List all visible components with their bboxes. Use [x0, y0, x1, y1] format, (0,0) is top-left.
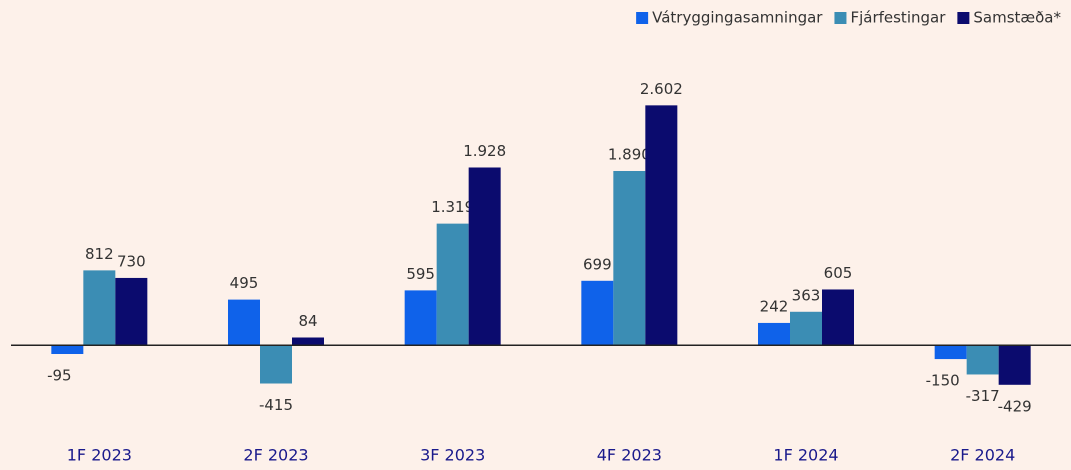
data-label: -415 [259, 396, 293, 414]
data-label: 2.602 [640, 80, 683, 98]
data-label: 730 [117, 252, 146, 270]
bar [115, 277, 148, 346]
bar [51, 345, 84, 355]
data-label: -317 [966, 387, 1000, 405]
bar [83, 270, 116, 346]
legend-swatch [957, 12, 970, 24]
legend-swatch [636, 12, 649, 24]
x-tick-label: 1F 2023 [67, 446, 132, 465]
legend-label: Samstæða* [973, 9, 1061, 27]
data-label: 605 [824, 264, 853, 282]
legend-label: Fjárfestingar [850, 9, 946, 27]
bar [934, 345, 967, 360]
bar [966, 345, 999, 375]
bar [292, 337, 324, 346]
bar [790, 311, 822, 346]
data-label: 812 [85, 245, 114, 263]
x-tick-label: 4F 2023 [597, 446, 662, 465]
x-tick-label: 2F 2023 [243, 446, 308, 465]
bar [613, 170, 646, 346]
data-label: 242 [760, 297, 789, 315]
data-label: 495 [230, 274, 259, 292]
bar [998, 345, 1031, 385]
data-label: -95 [47, 367, 72, 385]
data-label: 363 [792, 286, 821, 304]
x-tick-label: 3F 2023 [420, 446, 485, 465]
data-label: -150 [926, 372, 960, 390]
bar [758, 322, 790, 346]
x-tick-label: 1F 2024 [773, 446, 838, 465]
data-label: 1.319 [431, 198, 474, 216]
data-label: -429 [998, 397, 1032, 415]
data-label: 84 [298, 312, 317, 330]
bar [645, 105, 678, 346]
x-tick-label: 2F 2024 [950, 446, 1015, 465]
legend-swatch [834, 12, 847, 24]
data-label: 595 [406, 265, 435, 283]
data-label: 1.890 [608, 145, 651, 163]
bar [436, 223, 469, 346]
bar [404, 290, 437, 346]
data-label: 1.928 [463, 142, 506, 160]
bar [822, 289, 854, 346]
legend-label: Vátryggingasamningar [652, 9, 823, 27]
data-label: 699 [583, 255, 612, 273]
bar [468, 167, 501, 346]
bar [260, 345, 292, 384]
bar [228, 299, 260, 346]
bar [581, 280, 614, 346]
